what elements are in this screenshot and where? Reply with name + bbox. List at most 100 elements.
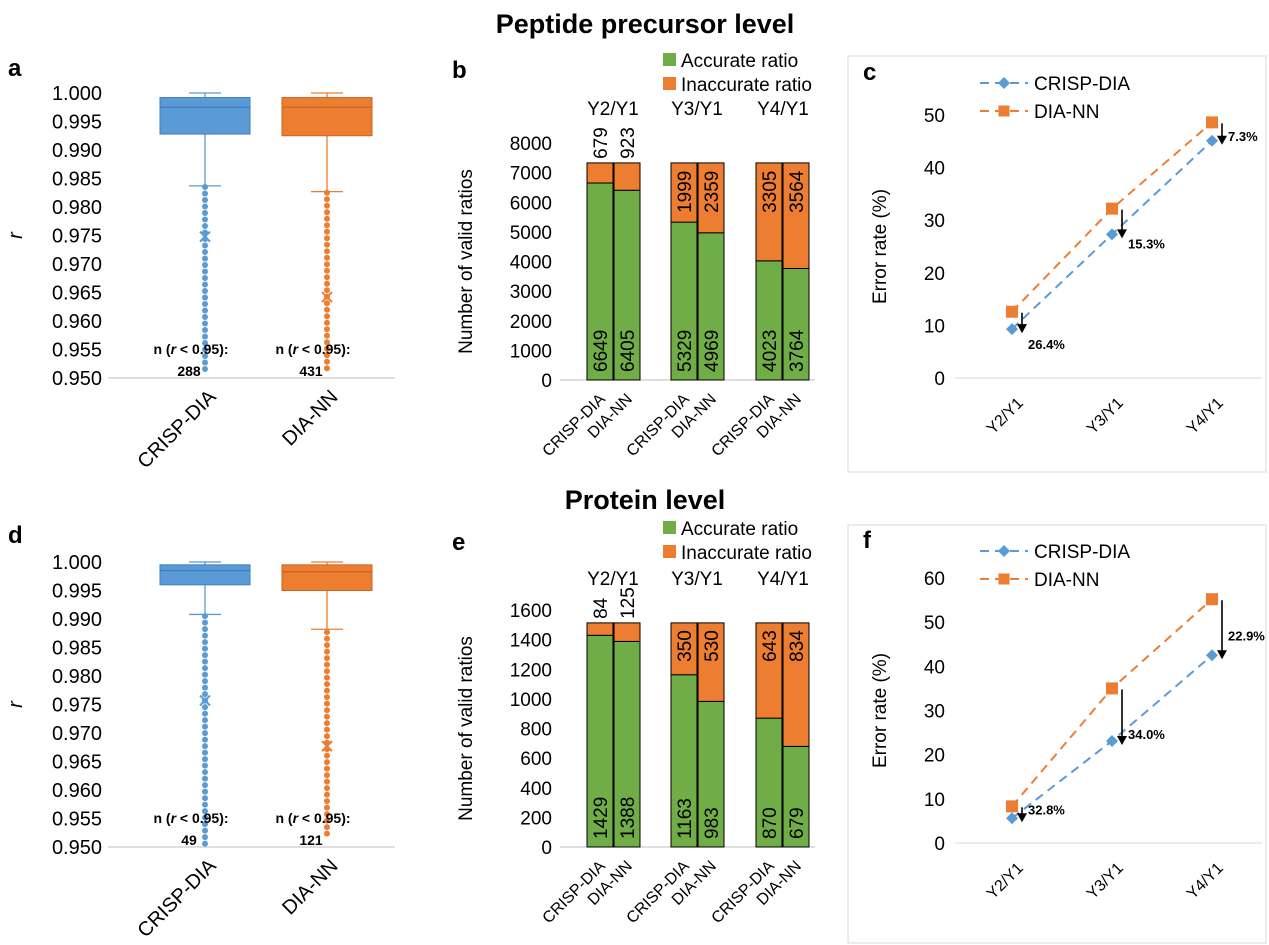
outlier-point <box>202 288 208 295</box>
data-point <box>1206 649 1218 662</box>
outlier-point <box>324 804 330 811</box>
n-count-value: 288 <box>177 363 201 379</box>
y-tick-label: 1200 <box>510 660 552 681</box>
outlier-point <box>202 613 208 620</box>
bar-accurate <box>782 745 810 848</box>
data-label-accurate: 5329 <box>675 330 696 372</box>
legend-swatch <box>663 77 676 90</box>
legend-entry: DIA-NN <box>1034 102 1099 123</box>
y-tick-label: 400 <box>520 779 552 800</box>
group-label: Y4/Y1 <box>757 99 809 120</box>
x-category-label: Y2/Y1 <box>984 395 1027 438</box>
data-label-inaccurate: 2359 <box>702 171 723 213</box>
data-label-accurate: 3764 <box>787 329 808 372</box>
outlier-point <box>324 261 330 268</box>
outlier-point <box>202 658 208 665</box>
panel-label-b: b <box>452 57 467 84</box>
y-tick-label: 0.960 <box>52 780 102 802</box>
y-tick-label: 600 <box>520 749 552 770</box>
bar-accurate <box>670 674 698 848</box>
outlier-point <box>324 365 330 372</box>
bar-stack: 870 643 <box>755 622 783 848</box>
outlier-point <box>324 313 330 320</box>
data-point <box>1006 323 1018 336</box>
outlier-point <box>324 778 330 785</box>
data-point <box>1006 305 1018 318</box>
legend-entry: CRISP-DIA <box>1034 74 1130 95</box>
y-tick-label: 0.990 <box>52 140 102 162</box>
outlier-point <box>202 801 208 808</box>
outlier-point <box>202 639 208 646</box>
y-tick-label: 0.965 <box>52 283 102 305</box>
data-label-inaccurate: 679 <box>591 127 612 159</box>
bar-inaccurate <box>670 622 698 676</box>
y-axis-label-d: r <box>5 700 27 708</box>
outlier-point <box>324 326 330 333</box>
reduction-arrow <box>1117 689 1127 745</box>
data-label-accurate: 870 <box>760 807 781 839</box>
outlier-point <box>202 262 208 269</box>
y-tick-label: 40 <box>924 159 945 180</box>
outlier-point <box>324 209 330 216</box>
bar-accurate <box>613 189 641 381</box>
n-count-value: 121 <box>299 832 323 848</box>
data-point <box>1206 593 1218 606</box>
reduction-arrow <box>1217 123 1227 145</box>
legend-swatch <box>663 53 676 66</box>
mean-marker <box>321 291 333 303</box>
y-tick-label: 30 <box>924 702 945 723</box>
legend-marker-square <box>998 573 1010 585</box>
outlier-point <box>202 762 208 769</box>
bar-accurate <box>586 182 614 381</box>
data-label-inaccurate: 3305 <box>760 171 781 213</box>
panel-label-c: c <box>863 59 876 86</box>
bar-inaccurate <box>755 162 783 262</box>
outlier-point <box>202 255 208 262</box>
y-tick-label: 0.970 <box>52 254 102 276</box>
outlier-point <box>324 306 330 313</box>
outlier-point <box>202 307 208 314</box>
panel-a: a r 0.950 0.955 0.960 0.965 0.970 0.975 0.980 0.9… <box>5 55 395 473</box>
legend-swatch <box>663 545 676 558</box>
data-point <box>1106 734 1118 747</box>
series-dia-nn <box>1006 593 1218 813</box>
outlier-point <box>324 661 330 668</box>
outlier-point <box>324 817 330 824</box>
y-tick-label: 1000 <box>510 341 552 362</box>
group-label: Y3/Y1 <box>671 99 723 120</box>
y-tick-label: 8000 <box>510 134 552 155</box>
outlier-point <box>324 202 330 209</box>
section-title-top: Peptide precursor level <box>495 9 795 39</box>
outlier-point <box>324 681 330 688</box>
bar-stack: 6405 923 <box>613 127 641 381</box>
bar-stack: 1388 125 <box>613 587 641 848</box>
outlier-point <box>324 720 330 727</box>
outlier-point <box>324 629 330 636</box>
outlier-point <box>324 339 330 346</box>
bar-accurate <box>586 634 614 848</box>
outlier-point <box>202 710 208 717</box>
group-label: Y2/Y1 <box>587 99 639 120</box>
outlier-point <box>324 648 330 655</box>
mean-marker <box>199 694 211 707</box>
bar-inaccurate <box>586 622 614 636</box>
outlier-point <box>202 294 208 301</box>
y-tick-label: 1400 <box>510 631 552 652</box>
legend-entry: Accurate ratio <box>681 51 798 72</box>
outlier-point <box>202 281 208 288</box>
box-crisp-dia <box>159 92 251 373</box>
data-label-accurate: 1388 <box>618 797 639 839</box>
outlier-point <box>324 267 330 274</box>
bar-accurate <box>755 717 783 848</box>
outlier-point <box>324 733 330 740</box>
data-point <box>1206 116 1218 129</box>
y-tick-label: 0.950 <box>52 837 102 859</box>
x-category-label: CRISP-DIA <box>133 386 221 474</box>
bar-stack: 679 834 <box>782 622 810 848</box>
data-label-accurate: 983 <box>702 807 723 839</box>
outlier-point <box>202 275 208 282</box>
y-tick-label: 0 <box>934 369 945 390</box>
outlier-point <box>324 228 330 235</box>
outlier-point <box>202 671 208 678</box>
